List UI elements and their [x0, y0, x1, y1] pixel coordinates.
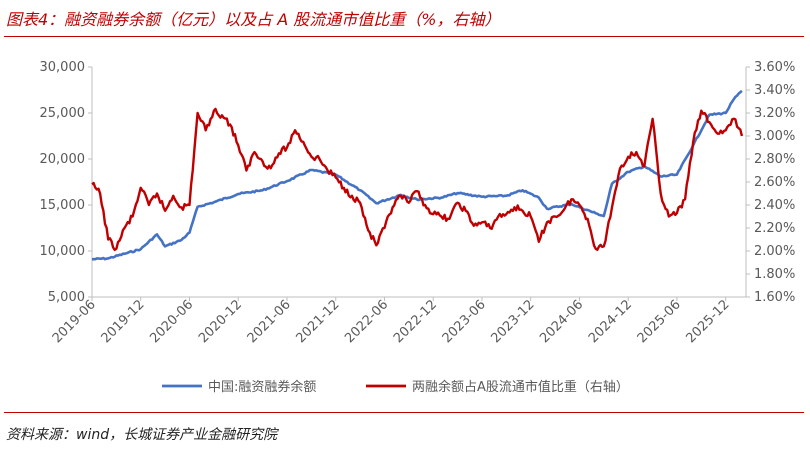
x-tick-label: 2022-12 [391, 297, 440, 346]
left-tick-label: 15,000 [40, 198, 86, 213]
x-tick-label: 2023-12 [489, 297, 538, 346]
right-tick-label: 3.00% [754, 129, 795, 144]
right-tick-label: 1.80% [754, 267, 795, 282]
chart-legend: 中国:融资融券余额 两融余额占A股流通市值比重（右轴） [162, 379, 629, 395]
x-tick-label: 2025-12 [683, 297, 732, 346]
left-tick-label: 30,000 [40, 60, 86, 75]
x-tick-label: 2021-12 [294, 297, 343, 346]
x-tick-label: 2022-06 [342, 297, 391, 346]
figure-title: 图表4：融资融券余额（亿元）以及占 A 股流通市值比重（%，右轴） [6, 10, 501, 29]
legend-label-0: 中国:融资融券余额 [208, 379, 316, 395]
source-divider [4, 412, 804, 413]
title-divider [4, 36, 804, 37]
x-tick-label: 2019-12 [99, 297, 148, 346]
x-tick-label: 2021-06 [245, 297, 294, 346]
right-tick-label: 3.60% [754, 60, 795, 75]
x-tick-label: 2025-06 [635, 297, 684, 346]
left-tick-label: 25,000 [40, 106, 86, 121]
series-line-0 [91, 89, 743, 261]
source-note: 资料来源：wind，长城证券产业金融研究院 [6, 427, 278, 443]
x-tick-label: 2023-06 [440, 297, 489, 346]
left-tick-label: 10,000 [40, 244, 86, 259]
series-layer [91, 89, 744, 261]
right-tick-label: 2.00% [754, 244, 795, 259]
series-line-1 [91, 107, 744, 252]
right-tick-label: 2.40% [754, 198, 795, 213]
right-tick-label: 3.40% [754, 83, 795, 98]
x-tick-label: 2024-12 [586, 297, 635, 346]
legend-label-1: 两融余额占A股流通市值比重（右轴） [412, 379, 629, 395]
right-tick-label: 2.20% [754, 221, 795, 236]
x-tick-label: 2020-12 [196, 297, 245, 346]
right-tick-label: 2.60% [754, 175, 795, 190]
right-tick-label: 3.20% [754, 106, 795, 121]
x-tick-label: 2024-06 [537, 297, 586, 346]
left-tick-label: 20,000 [40, 152, 86, 167]
x-tick-label: 2020-06 [147, 297, 196, 346]
right-tick-label: 1.60% [754, 290, 795, 305]
left-tick-label: 5,000 [48, 290, 85, 305]
right-tick-label: 2.80% [754, 152, 795, 167]
